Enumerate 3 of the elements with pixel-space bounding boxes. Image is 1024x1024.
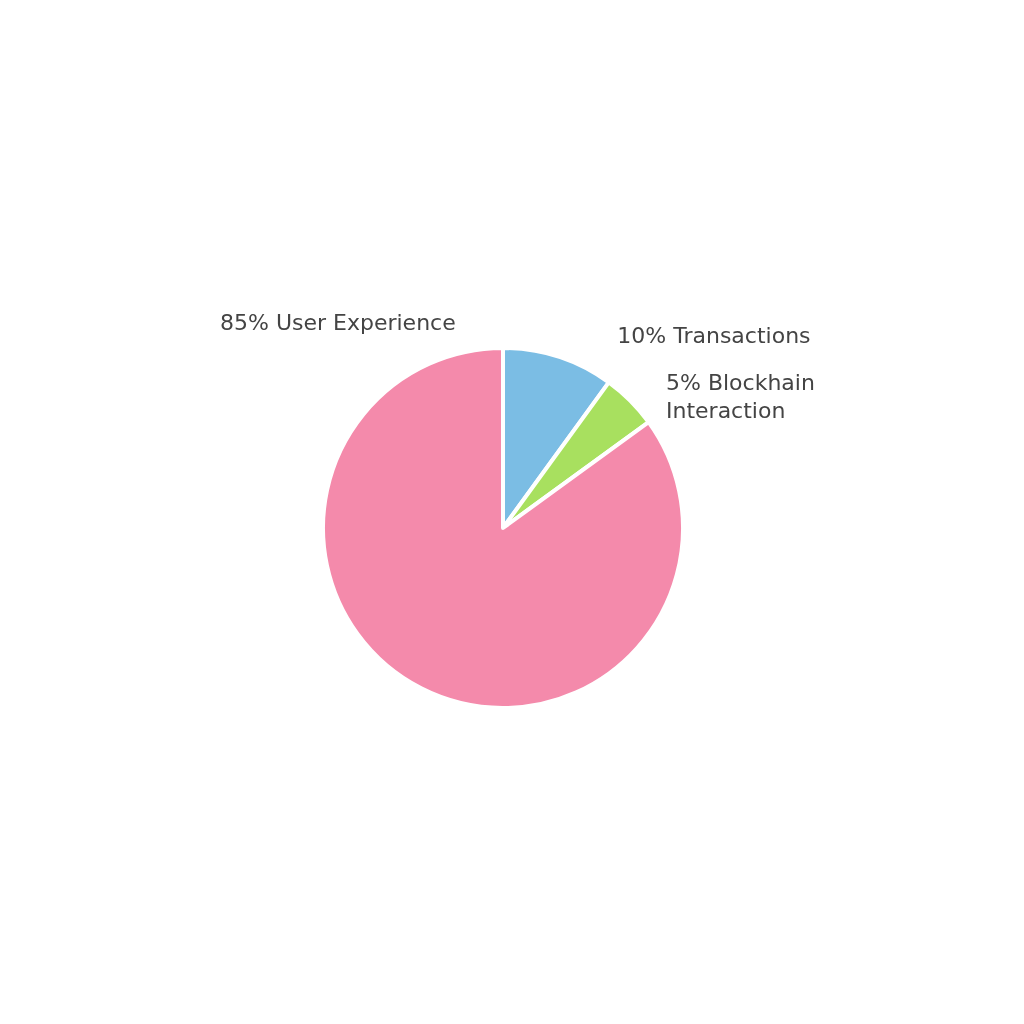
slice-label: 5% Blockhain Interaction	[666, 370, 815, 424]
slice-label: 85% User Experience	[220, 310, 456, 335]
slice-label: 10% Transactions	[617, 322, 811, 348]
